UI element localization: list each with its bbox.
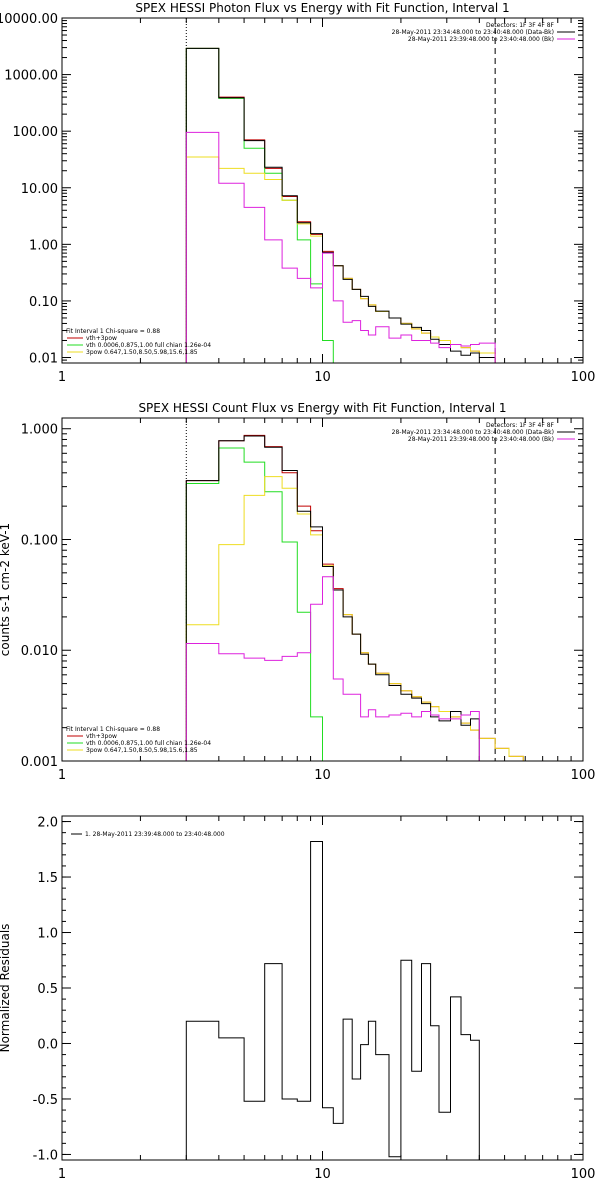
x-tick-label: 100 [571, 768, 596, 783]
legend-text: 28-May-2011 23:39:48.000 to 23:40:48.000… [408, 36, 554, 43]
series-line [185, 435, 480, 761]
series-line [185, 576, 480, 761]
y-tick-label: 0.0 [37, 1037, 58, 1052]
y-tick-label: -0.5 [33, 1093, 58, 1108]
series-line [185, 47, 496, 363]
plot-frame [61, 815, 584, 1161]
y-tick-label: -1.0 [33, 1148, 58, 1163]
legend-text: vth 0.0006,0.875,1.00 full chian 1.26e-0… [86, 740, 211, 747]
x-tick-label: 10 [314, 1167, 331, 1182]
plot-frame [61, 417, 584, 762]
y-tick-label: 0.01 [29, 352, 58, 367]
series-line [185, 47, 496, 363]
panel-2: SPEX HESSI Count Flux vs Energy with Fit… [0, 401, 595, 783]
y-tick-label: 0.010 [21, 644, 58, 659]
plot-frame [61, 17, 584, 364]
y-tick-label: 1.000 [21, 423, 58, 438]
series-group [185, 434, 536, 761]
x-tick-label: 1 [58, 1167, 66, 1182]
legend-text: vth+3pow [86, 733, 117, 740]
y-tick-label: 0.10 [29, 295, 58, 310]
legend-text: 1. 28-May-2011 23:39:48.000 to 23:40:48.… [85, 831, 225, 838]
legend-text: 28-May-2011 23:34:48.000 to 23:40:48.000… [392, 429, 554, 436]
y-tick-label: 10000.00 [0, 12, 58, 27]
legend-text: Detectors: 1F 3F 4F 8F [486, 22, 555, 29]
chart-title: SPEX HESSI Count Flux vs Energy with Fit… [138, 401, 506, 415]
legend-text: Fit Interval 1 Chi-square = 0.88 [66, 328, 160, 335]
series-line [185, 156, 496, 363]
legend-text: 3pow 0.647,1.50,8.50,5.98,15.6,1.85 [86, 747, 198, 754]
legend-text: 28-May-2011 23:39:48.000 to 23:40:48.000… [408, 436, 554, 443]
x-tick-label: 10 [314, 370, 331, 385]
panel-1: SPEX HESSI Photon Flux vs Energy with Fi… [0, 1, 595, 385]
legend-text: vth 0.0006,0.875,1.00 full chian 1.26e-0… [86, 342, 211, 349]
y-tick-label: 1.5 [37, 871, 58, 886]
y-tick-label: 2.0 [37, 816, 58, 831]
series-line [185, 131, 496, 363]
y-tick-label: 0.001 [21, 755, 58, 770]
chart-title: SPEX HESSI Photon Flux vs Energy with Fi… [135, 1, 509, 15]
y-tick-label: 0.100 [21, 533, 58, 548]
legend-text: 3pow 0.647,1.50,8.50,5.98,15.6,1.85 [86, 349, 198, 356]
series-line [185, 434, 536, 761]
y-axis-label: counts s-1 cm-2 keV-1 [0, 523, 12, 656]
x-tick-label: 1 [58, 370, 66, 385]
x-tick-label: 1 [58, 768, 66, 783]
x-tick-label: 100 [571, 370, 596, 385]
y-tick-label: 10.00 [21, 182, 58, 197]
legend-text: 28-May-2011 23:34:48.000 to 23:40:48.000… [392, 29, 554, 36]
y-axis-label: Normalized Residuals [0, 924, 12, 1053]
panel-3: Normalized Residuals 1 10 100 -1.0 -0.5 0.0 0.5… [0, 815, 596, 1182]
x-tick-label: 100 [571, 1167, 596, 1182]
y-tick-label: 1000.00 [4, 69, 58, 84]
x-tick-label: 10 [314, 768, 331, 783]
legend-text: vth+3pow [86, 335, 117, 342]
series-line [185, 476, 536, 761]
y-tick-label: 1.0 [37, 927, 58, 942]
legend-text: Fit Interval 1 Chi-square = 0.88 [66, 726, 160, 733]
y-tick-label: 0.5 [37, 982, 58, 997]
series-line [185, 841, 496, 1160]
y-tick-label: 1.00 [29, 238, 58, 253]
legend-text: Detectors: 1F 3F 4F 8F [486, 422, 555, 429]
series-group [185, 47, 496, 363]
series-group [185, 841, 496, 1160]
series-line [185, 47, 344, 363]
y-tick-label: 100.00 [13, 125, 59, 140]
